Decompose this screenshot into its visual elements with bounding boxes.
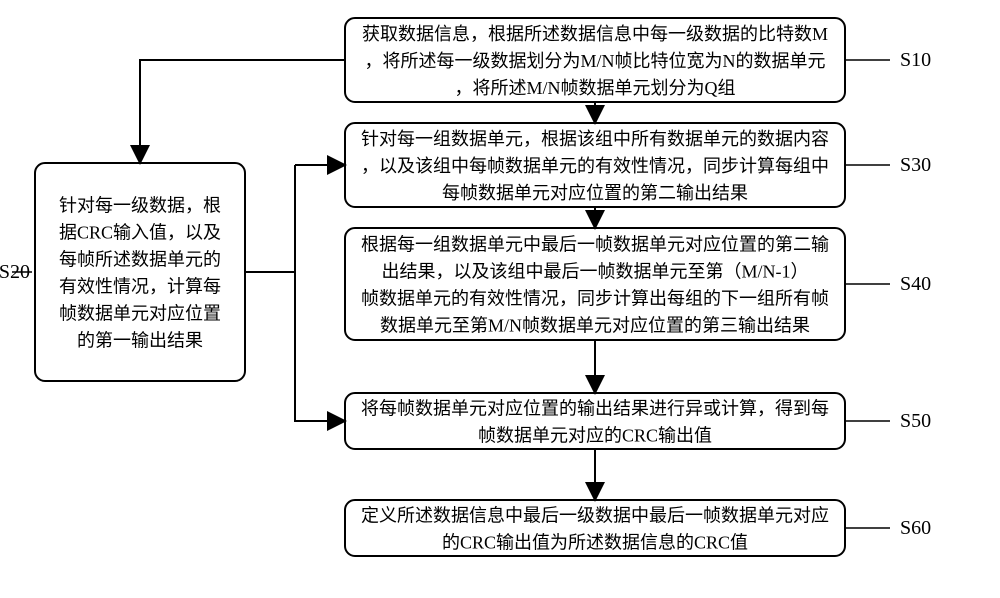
step-label-s50: S50 [900, 410, 931, 432]
box-line: 根据每一组数据单元中最后一帧数据单元对应位置的第二输 [361, 234, 829, 254]
flow-box-s30: 针对每一组数据单元，根据该组中所有数据单元的数据内容 ，以及该组中每帧数据单元的有… [345, 123, 845, 207]
arrow-s20-to-s50 [245, 165, 345, 421]
step-label-s30: S30 [900, 154, 931, 176]
box-line: 每帧数据单元对应位置的第二输出结果 [442, 183, 748, 203]
box-line: ，将所述M/N帧数据单元划分为Q组 [454, 78, 735, 98]
step-label-s40: S40 [900, 273, 931, 295]
box-line: 针对每一级数据，根 [59, 195, 221, 215]
flow-box-s20: 针对每一级数据，根据CRC输入值，以及每帧所述数据单元的有效性情况，计算每帧数据… [35, 163, 245, 381]
flow-box-s60: 定义所述数据信息中最后一级数据中最后一帧数据单元对应的CRC输出值为所述数据信息… [345, 500, 845, 556]
box-line: 的CRC输出值为所述数据信息的CRC值 [442, 532, 748, 552]
box-line: 帧数据单元的有效性情况，同步计算出每组的下一组所有帧 [361, 288, 829, 308]
box-line: 的第一输出结果 [77, 330, 203, 350]
box-line: 帧数据单元对应位置 [59, 303, 221, 323]
arrow-s10-to-s20 [140, 60, 345, 163]
step-label-s10: S10 [900, 49, 931, 71]
box-line: 每帧所述数据单元的 [59, 249, 221, 269]
box-line: ，将所述每一级数据划分为M/N帧比特位宽为N的数据单元 [364, 51, 825, 71]
flow-box-s10: 获取数据信息，根据所述数据信息中每一级数据的比特数M ，将所述每一级数据划分为M/… [345, 18, 845, 102]
box-line: 据CRC输入值，以及 [59, 222, 221, 242]
box-line: 定义所述数据信息中最后一级数据中最后一帧数据单元对应 [361, 505, 829, 525]
box-line: 将每帧数据单元对应位置的输出结果进行异或计算，得到每 [361, 398, 829, 418]
step-label-s20: S20 [0, 261, 30, 283]
box-line: 获取数据信息，根据所述数据信息中每一级数据的比特数M [362, 24, 828, 44]
box-line: ，以及该组中每帧数据单元的有效性情况，同步计算每组中 [361, 156, 829, 176]
box-line: 帧数据单元对应的CRC输出值 [478, 425, 712, 445]
box-line: 出结果，以及该组中最后一帧数据单元至第（M/N-1） [382, 261, 809, 281]
step-label-s60: S60 [900, 517, 931, 539]
box-line: 有效性情况，计算每 [59, 276, 221, 296]
box-line: 针对每一组数据单元，根据该组中所有数据单元的数据内容 [361, 129, 829, 149]
flow-box-s50: 将每帧数据单元对应位置的输出结果进行异或计算，得到每帧数据单元对应的CRC输出值 [345, 393, 845, 449]
box-line: 数据单元至第M/N帧数据单元对应位置的第三输出结果 [380, 315, 810, 335]
flow-box-s40: 根据每一组数据单元中最后一帧数据单元对应位置的第二输出结果，以及该组中最后一帧数… [345, 228, 845, 340]
